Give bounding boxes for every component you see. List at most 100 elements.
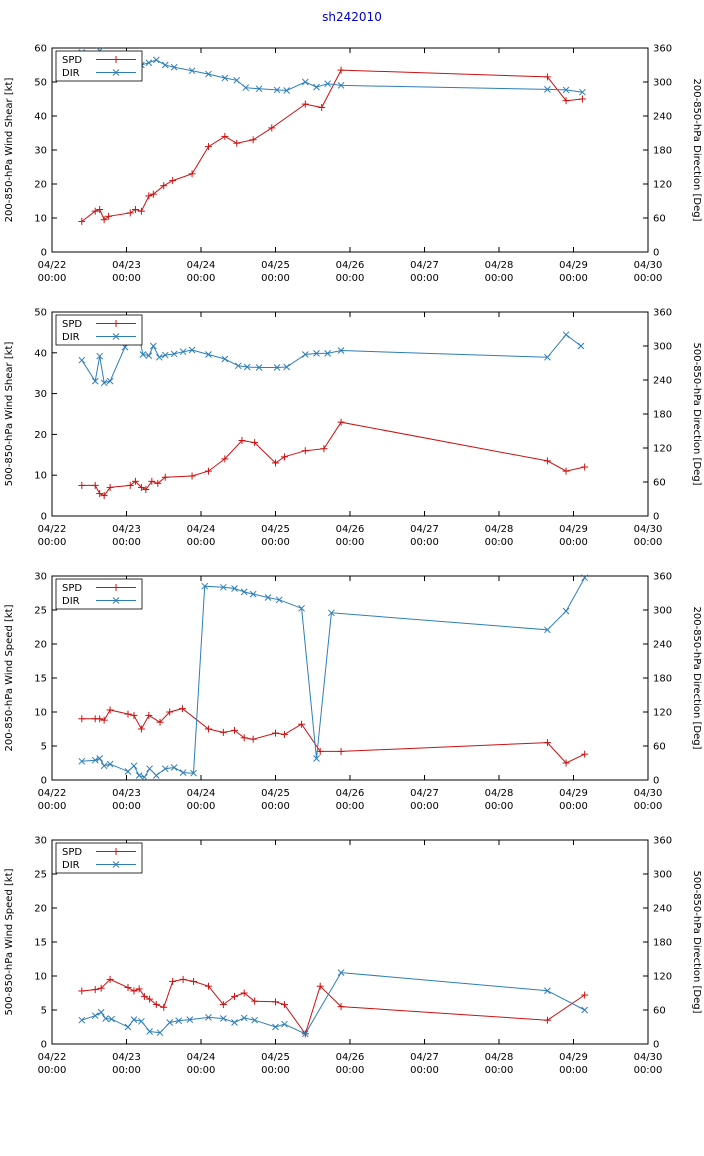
charts-container: 04/22 00:00 04/23 00:00 04/24 00:00 04/25 00:00… xyxy=(0,34,704,1090)
y-left-tick-label: 50 xyxy=(34,78,47,89)
x-tick-label: 04/26 xyxy=(336,260,365,271)
y-right-tick-label: 120 xyxy=(653,444,672,455)
dir-series xyxy=(78,574,589,781)
x-tick-label: 04/29 xyxy=(559,788,588,799)
y-left-tick-label: 10 xyxy=(34,471,47,482)
x-tick-label: 04/22 xyxy=(38,1052,67,1063)
x-tick-label: 04/25 xyxy=(261,788,290,799)
y-right-tick-label: 240 xyxy=(653,112,672,123)
legend-label-dir: DIR xyxy=(62,332,80,343)
y-right-tick-label: 360 xyxy=(653,308,672,319)
y-left-tick-label: 60 xyxy=(34,44,47,55)
x-tick-label: 00:00 xyxy=(410,273,439,284)
x-tick-label: 00:00 xyxy=(187,537,216,548)
x-tick-label: 04/24 xyxy=(187,788,216,799)
x-tick-label: 00:00 xyxy=(38,537,67,548)
x-tick-label: 00:00 xyxy=(559,537,588,548)
y-right-tick-label: 60 xyxy=(653,1006,666,1017)
y-left-tick-label: 10 xyxy=(34,214,47,225)
x-tick-label: 04/25 xyxy=(261,260,290,271)
x-tick-label: 00:00 xyxy=(634,273,663,284)
x-tick-label: 04/23 xyxy=(112,260,141,271)
x-tick-label: 04/28 xyxy=(485,1052,514,1063)
x-tick-label: 04/30 xyxy=(634,1052,663,1063)
axes: 04/22 00:00 04/23 00:00 04/24 00:00 04/25 00:00… xyxy=(4,836,702,1077)
y-left-axis-title: 200-850-hPa Wind Speed [kt] xyxy=(4,604,15,751)
x-tick-label: 00:00 xyxy=(38,1065,67,1076)
y-left-tick-label: 0 xyxy=(41,776,47,787)
chart-2: 04/22 00:00 04/23 00:00 04/24 00:00 04/25 00:00… xyxy=(4,308,702,549)
y-left-tick-label: 15 xyxy=(34,674,47,685)
x-tick-label: 00:00 xyxy=(112,801,141,812)
y-left-tick-label: 30 xyxy=(34,836,47,847)
y-right-axis-title: 500-850-hPa Direction [Deg] xyxy=(691,871,702,1014)
x-tick-label: 00:00 xyxy=(336,801,365,812)
x-tick-label: 00:00 xyxy=(336,537,365,548)
x-tick-label: 04/23 xyxy=(112,524,141,535)
x-tick-label: 00:00 xyxy=(38,801,67,812)
y-left-tick-label: 5 xyxy=(41,1006,47,1017)
y-right-tick-label: 300 xyxy=(653,342,672,353)
y-right-tick-label: 0 xyxy=(653,512,659,523)
x-tick-label: 00:00 xyxy=(187,1065,216,1076)
y-right-tick-label: 360 xyxy=(653,836,672,847)
x-tick-label: 04/28 xyxy=(485,260,514,271)
x-tick-label: 00:00 xyxy=(187,801,216,812)
legend-label-dir: DIR xyxy=(62,860,80,871)
y-left-tick-label: 20 xyxy=(34,430,47,441)
x-tick-label: 00:00 xyxy=(261,273,290,284)
legend: SPD DIR xyxy=(55,842,143,874)
axes: 04/22 00:00 04/23 00:00 04/24 00:00 04/25 00:00… xyxy=(4,308,702,549)
x-tick-label: 00:00 xyxy=(634,801,663,812)
y-right-axis-title: 500-850-hPa Direction [Deg] xyxy=(691,343,702,486)
y-right-tick-label: 120 xyxy=(653,972,672,983)
x-tick-label: 04/26 xyxy=(336,1052,365,1063)
y-left-tick-label: 10 xyxy=(34,972,47,983)
legend: SPD DIR xyxy=(55,578,143,610)
dir-series xyxy=(78,324,585,387)
y-right-axis-title: 200-850-hPa Direction [Deg] xyxy=(691,607,702,750)
x-tick-label: 00:00 xyxy=(559,273,588,284)
legend-label-dir: DIR xyxy=(62,68,80,79)
legend-label-spd: SPD xyxy=(62,583,82,594)
y-right-tick-label: 180 xyxy=(653,146,672,157)
y-right-tick-label: 60 xyxy=(653,478,666,489)
y-left-tick-label: 20 xyxy=(34,640,47,651)
x-tick-label: 04/29 xyxy=(559,524,588,535)
x-tick-label: 00:00 xyxy=(410,1065,439,1076)
spd-series xyxy=(78,418,589,500)
y-left-tick-label: 20 xyxy=(34,180,47,191)
x-tick-label: 00:00 xyxy=(261,801,290,812)
legend-label-dir: DIR xyxy=(62,596,80,607)
y-left-tick-label: 5 xyxy=(41,742,47,753)
y-left-tick-label: 0 xyxy=(41,1040,47,1051)
y-right-tick-label: 0 xyxy=(653,1040,659,1051)
x-tick-label: 04/25 xyxy=(261,524,290,535)
x-tick-label: 00:00 xyxy=(485,801,514,812)
y-right-tick-label: 240 xyxy=(653,376,672,387)
y-left-tick-label: 0 xyxy=(41,248,47,259)
x-tick-label: 00:00 xyxy=(38,273,67,284)
y-left-tick-label: 40 xyxy=(34,348,47,359)
y-left-axis-title: 500-850-hPa Wind Shear [kt] xyxy=(4,342,15,487)
y-right-tick-label: 0 xyxy=(653,248,659,259)
y-right-axis-title: 200-850-hPa Direction [Deg] xyxy=(691,79,702,222)
x-tick-label: 00:00 xyxy=(261,537,290,548)
spd-series xyxy=(78,66,586,225)
x-tick-label: 04/30 xyxy=(634,524,663,535)
x-tick-label: 04/27 xyxy=(410,524,439,535)
x-tick-label: 00:00 xyxy=(634,1065,663,1076)
x-tick-label: 00:00 xyxy=(410,537,439,548)
x-tick-label: 04/27 xyxy=(410,788,439,799)
y-left-tick-label: 10 xyxy=(34,708,47,719)
y-left-tick-label: 40 xyxy=(34,112,47,123)
x-tick-label: 04/28 xyxy=(485,788,514,799)
x-tick-label: 00:00 xyxy=(485,537,514,548)
y-right-tick-label: 360 xyxy=(653,44,672,55)
x-tick-label: 04/29 xyxy=(559,1052,588,1063)
x-tick-label: 00:00 xyxy=(187,273,216,284)
x-tick-label: 00:00 xyxy=(336,1065,365,1076)
y-left-tick-label: 30 xyxy=(34,572,47,583)
y-left-tick-label: 30 xyxy=(34,389,47,400)
